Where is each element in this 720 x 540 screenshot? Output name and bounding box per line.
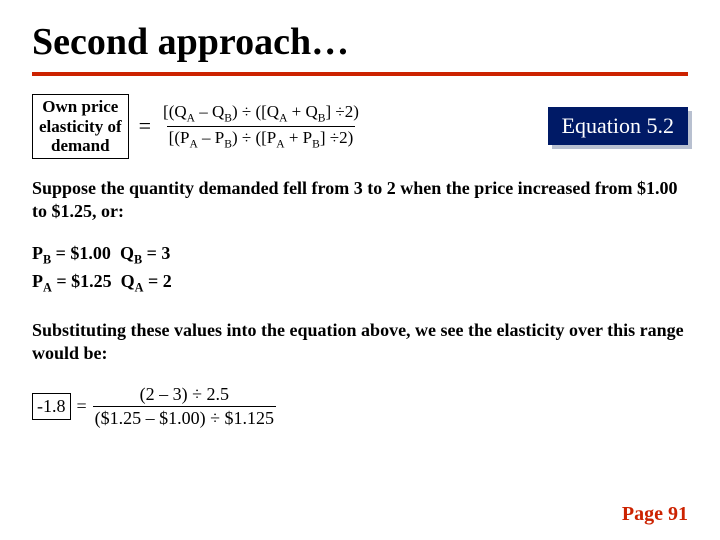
page-title: Second approach… bbox=[32, 20, 688, 64]
result-numerator: (2 – 3) ÷ 2.5 bbox=[138, 384, 231, 407]
page-number: Page 91 bbox=[622, 503, 688, 526]
lhs-line1: Own price bbox=[42, 97, 118, 116]
title-underline bbox=[32, 72, 688, 76]
result-row: -1.8 = (2 – 3) ÷ 2.5 ($1.25 – $1.00) ÷ $… bbox=[32, 384, 688, 430]
formula-row: Own price elasticity of demand = [(QA – … bbox=[32, 94, 688, 159]
lhs-line3: demand bbox=[51, 136, 110, 155]
substitute-text: Substituting these values into the equat… bbox=[32, 319, 688, 366]
value-PB: PB = $1.00 bbox=[32, 243, 111, 263]
result-equals: = bbox=[75, 396, 89, 417]
result-denominator: ($1.25 – $1.00) ÷ $1.125 bbox=[93, 406, 276, 430]
value-QB: QB = 3 bbox=[120, 243, 170, 263]
value-PA: PA = $1.25 bbox=[32, 271, 112, 291]
lhs-line2: elasticity of bbox=[39, 117, 122, 136]
scenario-text: Suppose the quantity demanded fell from … bbox=[32, 177, 688, 224]
equals-sign: = bbox=[137, 113, 153, 139]
result-fraction: (2 – 3) ÷ 2.5 ($1.25 – $1.00) ÷ $1.125 bbox=[93, 384, 276, 430]
value-QA: QA = 2 bbox=[121, 271, 172, 291]
elasticity-formula: [(QA – QB) ÷ ([QA + QB] ÷2) [(PA – PB) ÷… bbox=[161, 102, 361, 152]
given-values: PB = $1.00 QB = 3 PA = $1.25 QA = 2 bbox=[32, 241, 688, 296]
result-value-box: -1.8 bbox=[32, 393, 71, 420]
formula-numerator: [(QA – QB) ÷ ([QA + QB] ÷2) bbox=[161, 102, 361, 126]
equation-badge: Equation 5.2 bbox=[548, 107, 688, 145]
lhs-label-box: Own price elasticity of demand bbox=[32, 94, 129, 159]
formula-denominator: [(PA – PB) ÷ ([PA + PB] ÷2) bbox=[167, 126, 356, 151]
